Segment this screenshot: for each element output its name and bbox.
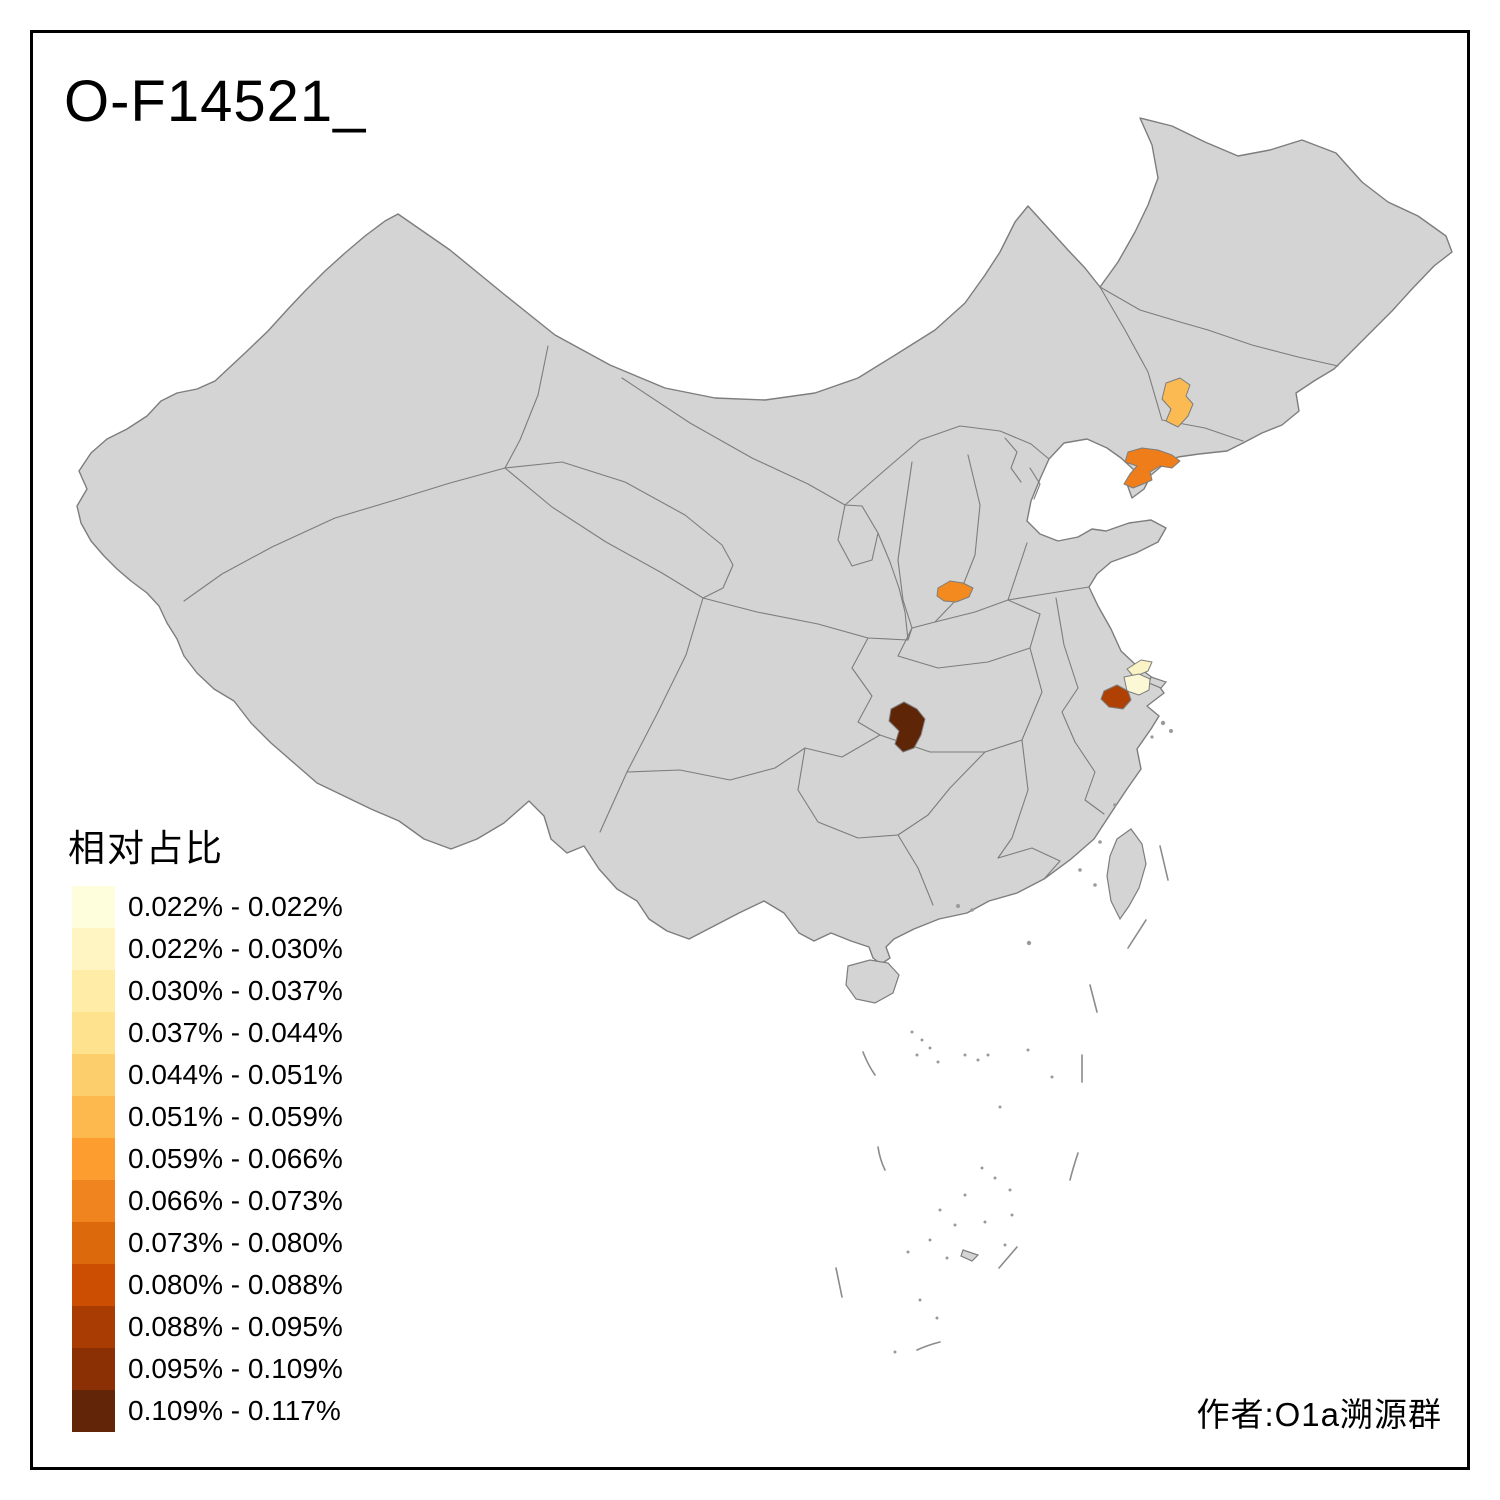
legend-swatch (72, 886, 115, 928)
legend-title: 相对占比 (68, 828, 224, 869)
legend-label: 0.073% - 0.080% (128, 1227, 343, 1258)
legend-label: 0.022% - 0.022% (128, 891, 343, 922)
legend-swatch (72, 928, 115, 970)
legend-swatch (72, 1348, 115, 1390)
legend-swatch (72, 1390, 115, 1432)
highlighted-region[interactable] (1161, 377, 1194, 428)
legend-row: 0.073% - 0.080% (68, 1222, 343, 1264)
legend-swatch (72, 1096, 115, 1138)
legend-swatch (72, 1222, 115, 1264)
legend-label: 0.022% - 0.030% (128, 933, 343, 964)
legend-row: 0.095% - 0.109% (68, 1348, 343, 1390)
highlighted-region[interactable] (1123, 447, 1181, 489)
highlighted-region[interactable] (1100, 684, 1132, 710)
legend-row: 0.044% - 0.051% (68, 1054, 343, 1096)
legend-label: 0.088% - 0.095% (128, 1311, 343, 1342)
legend-row: 0.066% - 0.073% (68, 1180, 343, 1222)
legend-label: 0.066% - 0.073% (128, 1185, 343, 1216)
legend-row: 0.030% - 0.037% (68, 970, 343, 1012)
map-frame-border (30, 30, 1470, 1470)
legend-row: 0.037% - 0.044% (68, 1012, 343, 1054)
legend-label: 0.059% - 0.066% (128, 1143, 343, 1174)
legend-swatch (72, 1264, 115, 1306)
legend-row: 0.022% - 0.022% (68, 886, 343, 928)
legend-swatch (72, 1138, 115, 1180)
legend: 相对占比 0.022% - 0.022% 0.022% - 0.030% 0.030… (68, 818, 343, 1432)
legend-label: 0.109% - 0.117% (128, 1395, 341, 1426)
legend-swatch (72, 1054, 115, 1096)
province-borders (183, 286, 1339, 906)
legend-label: 0.051% - 0.059% (128, 1101, 343, 1132)
legend-swatch (72, 1012, 115, 1054)
legend-row: 0.022% - 0.030% (68, 928, 343, 970)
hainan-island (845, 959, 900, 1004)
legend-row: 0.051% - 0.059% (68, 1096, 343, 1138)
highlighted-region[interactable] (936, 580, 974, 603)
legend-row: 0.059% - 0.066% (68, 1138, 343, 1180)
legend-row: 0.080% - 0.088% (68, 1264, 343, 1306)
legend-label: 0.037% - 0.044% (128, 1017, 343, 1048)
nine-dash-line (835, 845, 1169, 1354)
legend-label: 0.095% - 0.109% (128, 1353, 343, 1384)
legend-swatch (72, 1306, 115, 1348)
legend-label: 0.044% - 0.051% (128, 1059, 343, 1090)
legend-swatch (72, 970, 115, 1012)
legend-row: 0.088% - 0.095% (68, 1306, 343, 1348)
legend-label: 0.030% - 0.037% (128, 975, 343, 1006)
legend-swatch (72, 1180, 115, 1222)
highlighted-regions (888, 377, 1194, 753)
legend-label: 0.080% - 0.088% (128, 1269, 343, 1300)
author-credit: 作者:O1a溯源群 (1196, 1396, 1442, 1433)
legend-row: 0.109% - 0.117% (68, 1390, 343, 1432)
highlighted-region[interactable] (888, 701, 926, 753)
taiwan-island (1106, 828, 1147, 921)
legend-rows: 0.022% - 0.022% 0.022% - 0.030% 0.030% - 0… (68, 886, 343, 1432)
page-title: O-F14521_ (64, 69, 367, 134)
